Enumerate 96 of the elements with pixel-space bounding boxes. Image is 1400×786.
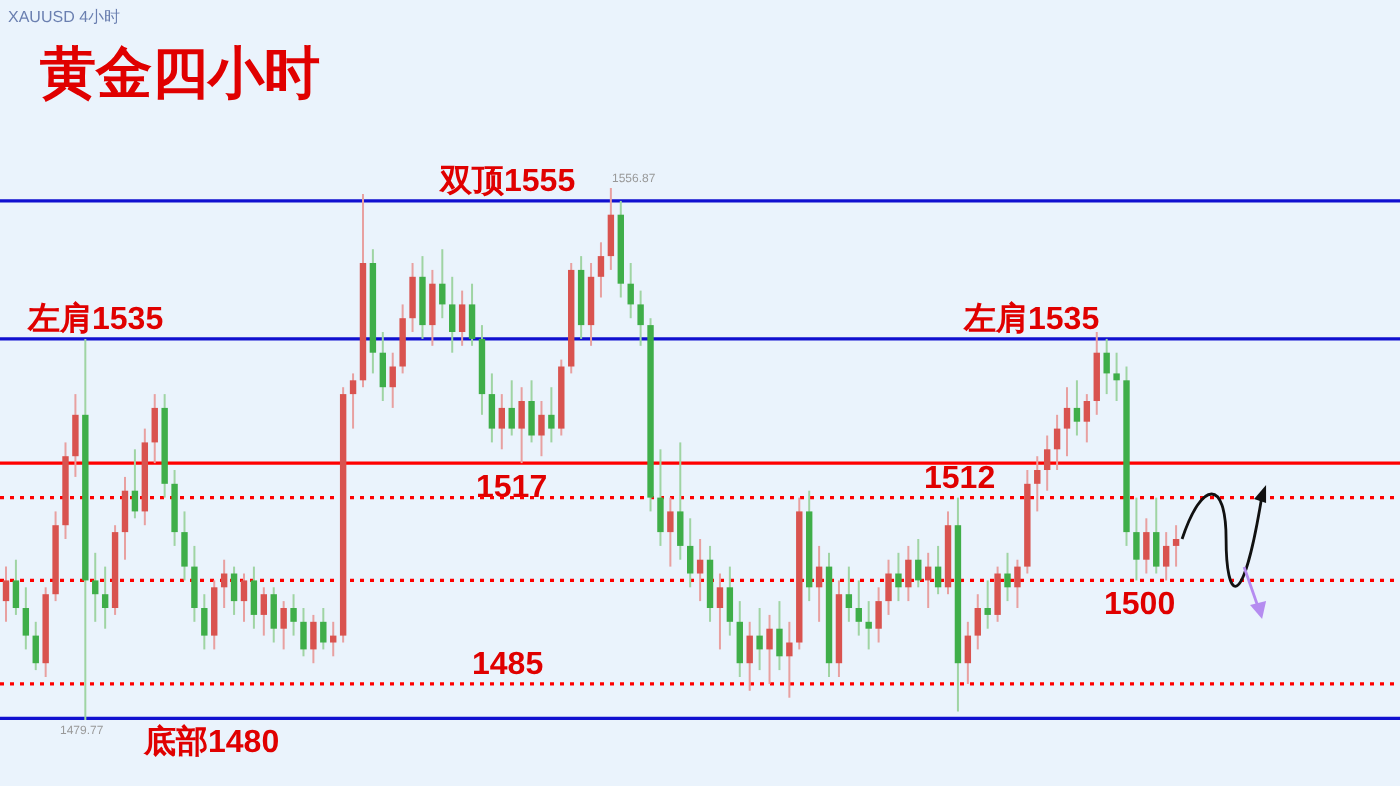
candlestick: [320, 607, 327, 651]
candlestick: [865, 600, 872, 651]
candlestick: [439, 248, 446, 320]
candlestick: [657, 448, 664, 547]
ref-line-label: 双顶1555: [438, 164, 576, 199]
candlestick: [934, 544, 942, 596]
candlestick: [1083, 393, 1091, 444]
candlestick: [746, 620, 753, 692]
candlestick: [12, 558, 20, 616]
ref-line-label: 1485: [472, 647, 544, 682]
candlestick: [766, 613, 773, 685]
annotation: 左肩1535: [962, 298, 1100, 337]
candlestick: [677, 441, 684, 561]
chart-title: 黄金四小时: [38, 40, 320, 106]
candlestick: [637, 289, 644, 347]
candlestick: [607, 187, 615, 271]
candlestick: [964, 620, 972, 685]
candlestick: [716, 572, 724, 651]
candlestick: [508, 379, 515, 437]
candlestick: [875, 586, 882, 644]
candlestick: [151, 393, 158, 465]
candlestick: [1103, 337, 1110, 396]
candlestick: [687, 517, 694, 589]
candlestick: [1113, 351, 1120, 403]
candlestick: [22, 586, 30, 651]
candlestick: [429, 268, 436, 347]
candlestick: [458, 289, 466, 347]
ref-line-label: 1500: [1104, 588, 1176, 623]
candlestick: [1143, 517, 1150, 575]
candlestick: [776, 600, 783, 672]
candlestick: [518, 386, 525, 465]
candlestick: [131, 448, 139, 520]
candlestick: [379, 331, 387, 403]
candlestick: [895, 551, 902, 603]
candlestick: [885, 558, 892, 616]
candlestick: [101, 565, 109, 630]
candlestick: [92, 551, 99, 623]
candlestick: [1004, 551, 1011, 603]
candlestick: [330, 620, 337, 658]
candlestick: [488, 372, 496, 444]
candlestick: [250, 565, 258, 630]
candlestick: [845, 565, 853, 623]
candlestick: [230, 565, 238, 616]
candlestick: [667, 496, 674, 568]
ref-line-label: 1512: [924, 461, 996, 496]
candlestick: [498, 393, 505, 451]
candlestick: [290, 593, 297, 637]
chart-subtitle: XAUUSD 4小时: [8, 8, 121, 26]
candlestick: [974, 593, 981, 651]
ref-line-label: 左肩1535: [26, 298, 164, 337]
candlestick: [121, 475, 129, 561]
candlestick: [349, 372, 357, 430]
candlestick: [786, 620, 793, 699]
candlestick: [1034, 455, 1041, 513]
candlestick: [72, 393, 79, 478]
candlestick: [300, 607, 307, 658]
candlestick: [310, 613, 317, 665]
candlestick: [696, 538, 704, 603]
candlestick: [855, 579, 862, 637]
candlestick: [201, 593, 208, 651]
candlestick: [2, 565, 10, 623]
candlestick: [181, 510, 188, 582]
candlestick: [905, 544, 912, 603]
candlestick: [994, 565, 1001, 623]
candlestick: [1063, 386, 1071, 458]
candlestick: [449, 275, 456, 354]
candlestick: [915, 538, 922, 589]
candlestick: [1153, 496, 1160, 575]
candlestick: [597, 241, 605, 299]
candlestick: [548, 386, 555, 444]
candlestick: [191, 544, 198, 623]
candlestick: [1133, 496, 1140, 582]
candlestick: [32, 620, 39, 672]
ref-line-label: 1517: [476, 471, 548, 506]
candlestick: [815, 544, 823, 623]
candlestick: [240, 572, 248, 623]
candlestick: [1073, 379, 1081, 437]
candlestick: [389, 351, 396, 409]
candlestick: [409, 262, 416, 334]
candlestick: [1014, 558, 1021, 610]
candlestick: [538, 400, 545, 458]
candlestick: [1162, 531, 1170, 582]
candlestick: [1172, 524, 1180, 568]
candlestick: [726, 565, 734, 637]
candlestick: [260, 586, 268, 637]
candlestick: [468, 282, 476, 347]
candlestick: [756, 607, 763, 672]
ref-line-label: 底部1480: [142, 724, 280, 761]
candlestick: [736, 600, 743, 679]
candlestick: [280, 600, 287, 651]
candlestick: [528, 379, 535, 444]
candlestick: [1043, 434, 1051, 492]
candlestick: [270, 586, 277, 644]
candlestick: [1053, 413, 1061, 472]
candlestick: [627, 262, 634, 320]
candlestick: [984, 579, 991, 630]
